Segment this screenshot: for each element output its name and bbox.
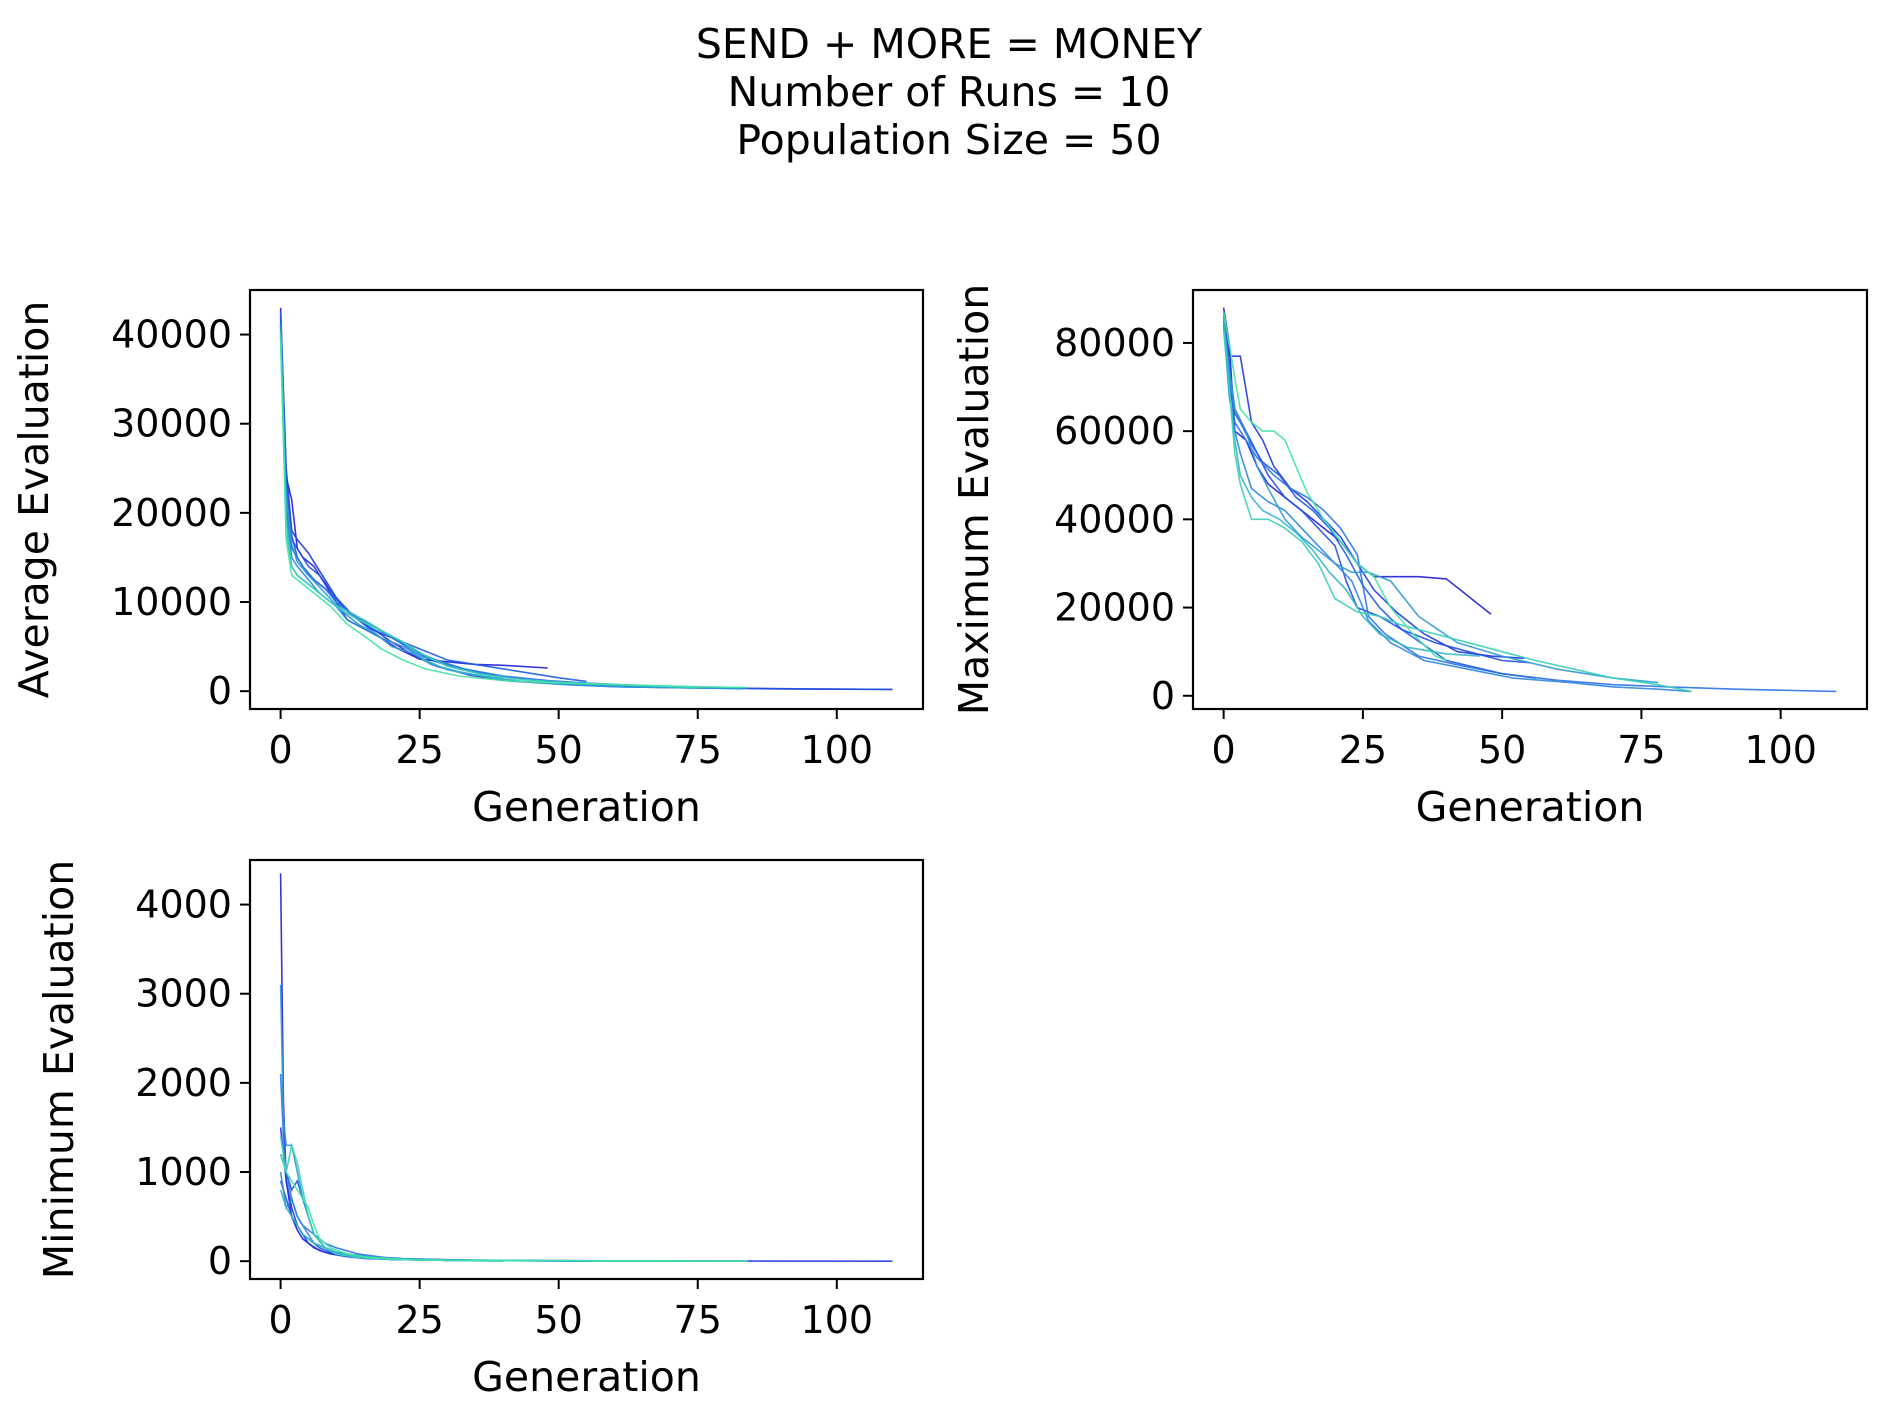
y-tick-label: 20000 — [111, 491, 232, 535]
series-line-5 — [1222, 316, 1837, 693]
y-tick-label: 0 — [1151, 674, 1175, 718]
series-line-1 — [279, 873, 548, 1262]
series-line-6 — [279, 1171, 704, 1262]
series-line-9 — [279, 334, 698, 689]
series-line-9 — [279, 1136, 698, 1262]
x-tick-label: 25 — [395, 728, 443, 772]
y-tick-label: 40000 — [111, 313, 232, 357]
x-tick-label: 0 — [1212, 728, 1236, 772]
series-line-9 — [1222, 329, 1692, 693]
figure-title-line-2: Number of Runs = 10 — [727, 68, 1171, 116]
x-axis-label: Generation — [472, 1353, 701, 1401]
x-tick-label: 0 — [268, 1298, 292, 1342]
series-line-2 — [1222, 316, 1525, 660]
x-tick-label: 50 — [535, 1298, 583, 1342]
y-tick-label: 60000 — [1054, 409, 1175, 453]
y-tick-label: 0 — [208, 669, 232, 713]
x-tick-label: 0 — [268, 728, 292, 772]
y-tick-label: 10000 — [111, 580, 232, 624]
panel-2: 0 25 50 75 100 0 20000 40000 60000 80000 Generatio… — [950, 284, 1869, 831]
series-line-2 — [279, 1127, 893, 1262]
y-axis-label: Maximum Evaluation — [950, 284, 998, 715]
series-line-5 — [279, 1073, 748, 1262]
plot-frame — [1191, 288, 1869, 711]
series-line-8 — [279, 330, 504, 680]
series-line-10 — [1222, 311, 1447, 662]
y-tick-label: 0 — [208, 1239, 232, 1283]
figure-title-line-1: SEND + MORE = MONEY — [695, 20, 1203, 68]
x-tick-label: 75 — [674, 728, 722, 772]
series-line-7 — [279, 984, 743, 1262]
plot-frame — [248, 288, 925, 711]
x-tick-label: 100 — [801, 1298, 874, 1342]
x-tick-label: 50 — [1478, 728, 1526, 772]
series-line-10 — [279, 1153, 748, 1262]
panel-1: 0 25 50 75 100 0 10000 20000 30000 40000 Generatio… — [10, 288, 925, 831]
y-tick-label: 4000 — [135, 883, 232, 927]
series-line-4 — [279, 312, 587, 683]
plot-frame — [248, 858, 925, 1281]
y-tick-label: 20000 — [1054, 586, 1175, 630]
y-tick-label: 1000 — [135, 1150, 232, 1194]
series-line-6 — [279, 334, 704, 689]
series-line-3 — [1222, 312, 1531, 664]
x-tick-label: 25 — [395, 1298, 443, 1342]
x-tick-label: 25 — [1339, 728, 1387, 772]
series-line-6 — [1222, 325, 1692, 693]
series-line-8 — [1222, 316, 1480, 657]
y-tick-label: 2000 — [135, 1061, 232, 1105]
series-line-10 — [279, 338, 748, 689]
y-tick-label: 3000 — [135, 972, 232, 1016]
y-axis-label: Minimum Evaluation — [35, 860, 83, 1279]
series-line-7 — [1222, 320, 1659, 684]
x-tick-label: 75 — [1617, 728, 1665, 772]
figure-title-line-3: Population Size = 50 — [736, 116, 1162, 164]
series-group — [279, 307, 893, 691]
x-axis-label: Generation — [1416, 783, 1645, 831]
series-group — [1222, 307, 1837, 693]
x-axis-label: Generation — [472, 783, 701, 831]
y-tick-label: 80000 — [1054, 321, 1175, 365]
y-tick-label: 30000 — [111, 402, 232, 446]
panel-3: 0 25 50 75 10001000200030004000GenerationMin… — [35, 858, 925, 1401]
y-axis-label: Average Evaluation — [10, 301, 58, 699]
series-line-5 — [279, 321, 670, 688]
series-line-1 — [279, 307, 548, 669]
x-tick-label: 50 — [535, 728, 583, 772]
series-group — [279, 873, 893, 1262]
series-line-7 — [279, 325, 743, 690]
x-tick-label: 100 — [1744, 728, 1817, 772]
series-line-3 — [279, 325, 893, 691]
x-tick-label: 100 — [801, 728, 874, 772]
series-line-4 — [1222, 320, 1536, 679]
series-line-1 — [1222, 307, 1492, 615]
y-tick-label: 40000 — [1054, 497, 1175, 541]
x-tick-label: 75 — [674, 1298, 722, 1342]
